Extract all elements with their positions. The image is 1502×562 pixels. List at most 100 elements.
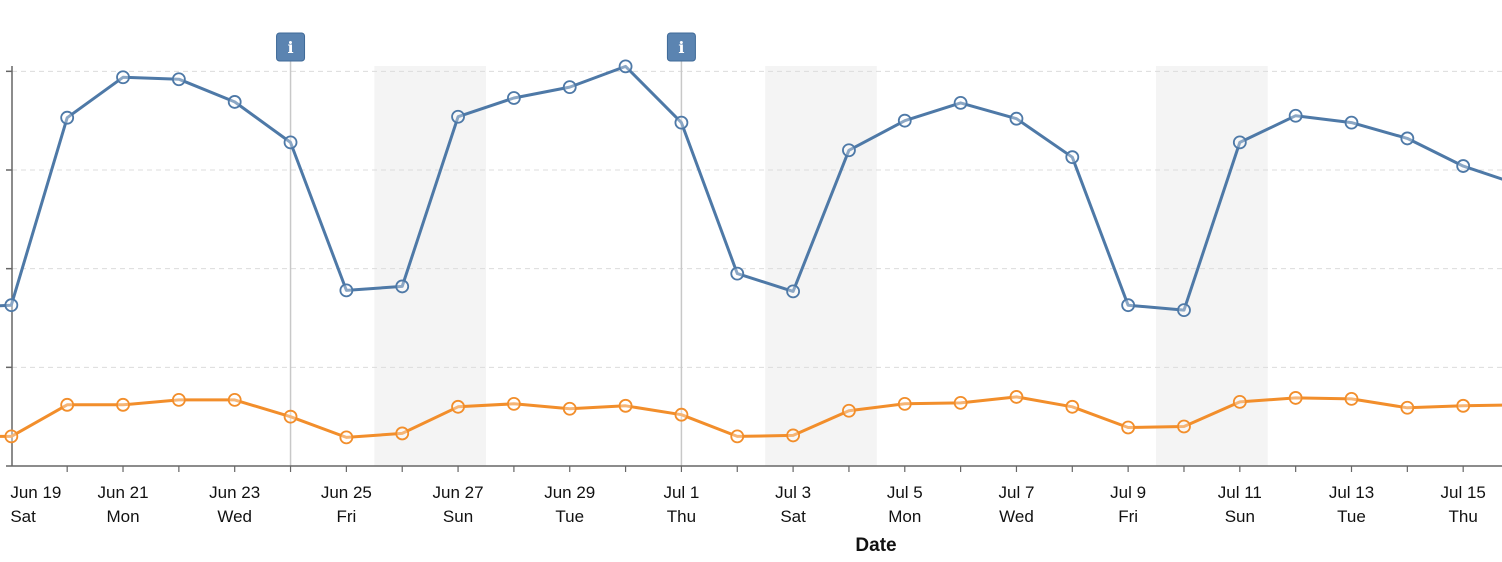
data-point-series-2[interactable] [283, 409, 298, 424]
info-icon-label: i [288, 38, 294, 57]
data-point-series-1[interactable] [953, 96, 968, 110]
x-tick-label-date: Jun 21 [97, 483, 148, 502]
weekend-bands [374, 66, 1268, 466]
data-point-series-1[interactable] [1456, 159, 1471, 173]
data-point-series-2[interactable] [1009, 390, 1024, 404]
x-tick-label-date: Jun 19 [10, 483, 61, 502]
data-point-series-1[interactable] [1232, 135, 1247, 150]
data-point-series-2[interactable] [953, 395, 968, 410]
info-icon-label: i [678, 38, 684, 57]
series-points[interactable] [4, 59, 1471, 445]
series-line-2 [0, 395, 1502, 439]
data-point-series-1[interactable] [1288, 108, 1303, 123]
data-point-series-1[interactable] [507, 91, 521, 105]
data-point-series-1[interactable] [451, 109, 465, 124]
data-point-series-2[interactable] [1065, 399, 1080, 414]
data-point-series-2[interactable] [60, 397, 75, 412]
data-point-series-1[interactable] [171, 72, 186, 87]
x-tick-label-date: Jun 25 [321, 483, 372, 502]
data-point-series-1[interactable] [842, 143, 856, 158]
x-tick-label-date: Jun 29 [544, 483, 595, 502]
data-point-series-2[interactable] [1288, 391, 1303, 405]
x-tick-label-date: Jul 11 [1218, 483, 1262, 502]
data-point-series-1[interactable] [1344, 115, 1359, 130]
data-point-series-2[interactable] [674, 407, 689, 422]
x-tick-label-date: Jul 1 [663, 483, 699, 502]
data-point-series-2[interactable] [618, 398, 633, 413]
data-point-series-2[interactable] [339, 430, 354, 445]
data-point-series-1[interactable] [116, 70, 130, 85]
data-point-series-1[interactable] [618, 59, 633, 74]
data-point-series-2[interactable] [562, 401, 577, 416]
data-point-series-2[interactable] [395, 426, 410, 441]
data-point-series-2[interactable] [897, 396, 912, 411]
data-point-series-2[interactable] [842, 403, 856, 418]
data-point-series-1[interactable] [1400, 131, 1415, 146]
data-point-series-1[interactable] [786, 284, 800, 299]
data-point-series-1[interactable] [283, 135, 298, 150]
info-icon[interactable]: i [666, 32, 696, 62]
x-tick-label-weekday: Mon [888, 507, 921, 526]
info-icon[interactable]: i [276, 32, 306, 62]
data-point-series-2[interactable] [730, 429, 745, 444]
data-point-series-1[interactable] [730, 266, 745, 281]
x-tick-label-weekday: Tue [555, 507, 584, 526]
data-point-series-2[interactable] [1177, 419, 1191, 434]
data-point-series-2[interactable] [1121, 420, 1136, 435]
x-tick-label-date: Jul 15 [1440, 483, 1485, 502]
x-tick-label-weekday: Wed [999, 507, 1034, 526]
x-tick-label-weekday: Sun [1225, 507, 1255, 526]
x-tick-label-date: Jul 3 [775, 483, 811, 502]
weekend-band-3 [1156, 66, 1268, 466]
data-point-series-2[interactable] [116, 397, 130, 412]
weekend-band-1 [374, 66, 486, 466]
data-point-series-2[interactable] [171, 392, 186, 407]
data-point-series-2[interactable] [1400, 400, 1415, 415]
gridlines [12, 70, 1502, 368]
x-tick-label-date: Jun 27 [433, 483, 484, 502]
data-point-series-2[interactable] [4, 429, 19, 444]
x-tick-label-weekday: Thu [1449, 507, 1478, 526]
x-tick-label-weekday: Fri [336, 507, 356, 526]
data-point-series-2[interactable] [227, 392, 242, 407]
info-icon-box [666, 32, 696, 62]
data-point-series-2[interactable] [786, 428, 800, 443]
x-tick-label-weekday: Fri [1118, 507, 1138, 526]
x-tick-labels: Jun 19 Sat Jun 21 Mon Jun 23 Wed Jun 25 Fri Jun … [10, 483, 1486, 526]
data-point-series-1[interactable] [395, 279, 410, 294]
data-point-series-1[interactable] [60, 110, 75, 125]
x-tick-label-date: Jun 23 [209, 483, 260, 502]
x-tick-label-weekday: Wed [217, 507, 252, 526]
info-icon-box [276, 32, 306, 62]
x-tick-label-date: Jul 13 [1329, 483, 1374, 502]
data-point-series-2[interactable] [1232, 394, 1247, 409]
data-point-series-1[interactable] [674, 115, 689, 130]
data-point-series-1[interactable] [897, 113, 912, 128]
data-point-series-1[interactable] [227, 95, 242, 109]
series-lines [0, 64, 1502, 439]
x-axis-title: Date [855, 535, 896, 556]
weekend-band-2 [765, 66, 877, 466]
data-point-series-2[interactable] [451, 399, 465, 414]
x-tick-label-date: Jul 9 [1110, 483, 1146, 502]
x-tick-label-weekday: Sat [780, 507, 806, 526]
x-tick-label-weekday: Mon [106, 507, 139, 526]
annotation-lines [289, 60, 683, 466]
x-tick-label-weekday: Thu [667, 507, 696, 526]
data-point-series-1[interactable] [562, 80, 577, 95]
data-point-series-1[interactable] [1121, 298, 1136, 313]
data-point-series-1[interactable] [1065, 150, 1080, 165]
data-point-series-1[interactable] [339, 283, 354, 298]
data-point-series-1[interactable] [1009, 111, 1024, 126]
data-point-series-2[interactable] [1456, 398, 1471, 413]
data-point-series-2[interactable] [507, 396, 521, 411]
x-tick-label-weekday: Sat [10, 507, 36, 526]
data-point-series-2[interactable] [1344, 392, 1359, 406]
x-tick-label-weekday: Sun [443, 507, 473, 526]
data-point-series-1[interactable] [4, 298, 19, 313]
axes [6, 66, 1502, 472]
data-point-series-1[interactable] [1177, 303, 1191, 318]
